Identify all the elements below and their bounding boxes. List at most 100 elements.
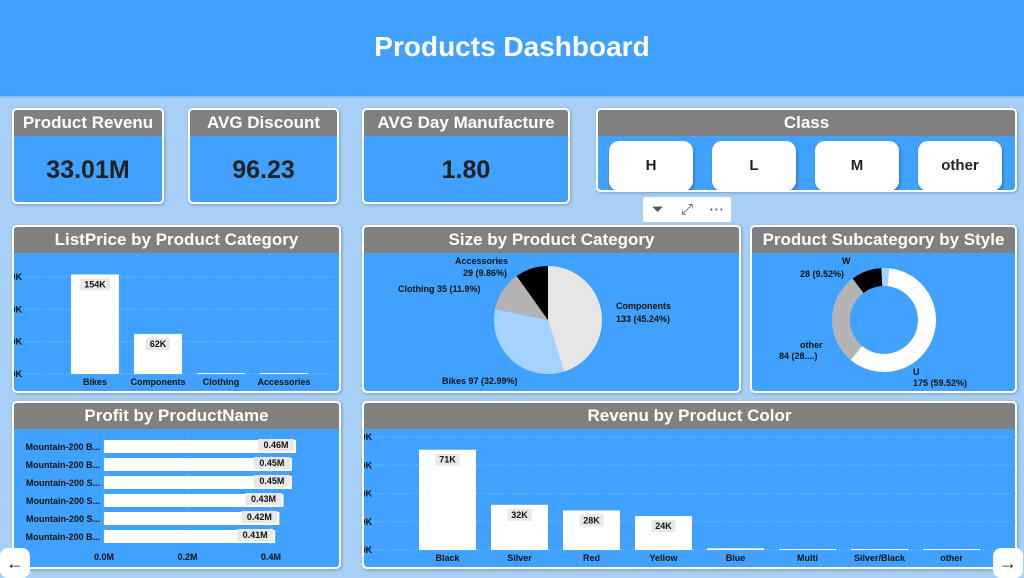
chart-title: ListPrice by Product Category (14, 227, 339, 253)
data-label-bg (241, 511, 278, 523)
slice-value-label: 84 (28....) (779, 351, 818, 361)
y-tick-label: Mountain-200 S... (26, 514, 100, 524)
kpi-label: Product Revenu (14, 110, 162, 136)
y-tick-label: Mountain-200 S... (26, 496, 100, 506)
x-tick-label: 0.4M (261, 552, 281, 562)
y-tick-label: Mountain-200 S... (26, 478, 100, 488)
more-options-icon[interactable]: ⋯ (708, 201, 724, 218)
data-label: 154K (84, 279, 106, 289)
y-tick-label: 50K (14, 337, 22, 347)
data-label-bg (245, 493, 282, 505)
data-label: 0.41M (243, 530, 268, 540)
slice-label: U (913, 367, 920, 377)
slice-label: Bikes 97 (32.99%) (442, 376, 518, 386)
data-label: 0.43M (251, 494, 276, 504)
kpi-product-revenu[interactable]: Product Revenu 33.01M (12, 108, 164, 204)
data-label: 32K (511, 510, 528, 520)
x-tick-label: Components (131, 377, 186, 387)
data-label-bg (237, 529, 274, 541)
data-label: 24K (655, 521, 672, 531)
kpi-label: AVG Day Manufacture (364, 110, 568, 136)
kpi-label: AVG Discount (190, 110, 337, 136)
class-option-l[interactable]: L (712, 141, 796, 190)
data-label-bg (258, 439, 295, 451)
data-label-bg (253, 457, 290, 469)
listprice-plot: 0K 50K 100K 150K 154K Bikes 62K Components Cloth… (14, 272, 335, 387)
kpi-avg-day-manufacture[interactable]: AVG Day Manufacture 1.80 (362, 108, 570, 204)
slicer-title: Class (598, 110, 1015, 136)
slice-unlabeled (881, 268, 890, 287)
y-tick-label: 150K (14, 272, 23, 282)
slice-label: Accessories (455, 256, 508, 266)
bar-product (104, 458, 292, 471)
data-label-bg (507, 508, 532, 521)
y-tick-label: 60K (364, 460, 372, 470)
prev-page-button[interactable]: ← (0, 548, 30, 578)
chart-title: Product Subcategory by Style (752, 227, 1015, 253)
size-pie-chart[interactable]: Size by Product Category Components 133 (… (362, 225, 741, 393)
size-pie-plot: Components 133 (45.24%) Bikes 97 (32.99%) C… (398, 256, 671, 386)
x-tick-label: Red (583, 553, 600, 563)
listprice-chart[interactable]: ListPrice by Product Category 0K 50K 100K 1… (12, 225, 341, 393)
slice-label: other (800, 340, 823, 350)
slice-value-label: 28 (9.52%) (800, 269, 844, 279)
bar-clothing (197, 373, 245, 374)
slice-other (832, 278, 864, 360)
style-donut-chart[interactable]: Product Subcategory by Style U 175 (59.52… (750, 225, 1017, 393)
slice-bikes (494, 309, 564, 374)
y-tick-label: Mountain-200 B... (25, 460, 100, 470)
revenu-plot: 0K 20K 40K 60K 80K 71K Black 32K Silver 28K Red 24K… (364, 432, 1011, 563)
class-option-other[interactable]: other (918, 141, 1002, 190)
visual-header-toolbar: ⏷ ⤢ ⋯ (643, 197, 731, 222)
bar-product (104, 476, 292, 489)
kpi-value: 1.80 (441, 156, 491, 184)
dashboard-header: Products Dashboard (0, 0, 1024, 98)
y-tick-label: 20K (364, 517, 372, 527)
filter-icon[interactable]: ⏷ (651, 201, 664, 218)
x-tick-label: Clothing (203, 377, 240, 387)
y-tick-label: Mountain-200 B... (25, 442, 100, 452)
class-option-h[interactable]: H (609, 141, 693, 190)
slice-w (852, 268, 883, 293)
slice-label: Clothing 35 (11.9%) (398, 284, 481, 294)
bar-other (923, 549, 980, 550)
bar-product (104, 494, 284, 507)
x-tick-label: Silver/Black (854, 553, 906, 563)
bar-black (419, 449, 476, 550)
data-label-bg (146, 337, 170, 350)
y-tick-label: 0K (14, 369, 22, 379)
focus-mode-icon[interactable]: ⤢ (680, 201, 693, 218)
y-tick-label: Mountain-200 B... (25, 532, 100, 542)
data-label: 62K (150, 339, 167, 349)
bar-blue (707, 548, 764, 550)
slice-components (548, 266, 603, 372)
chart-title: Size by Product Category (364, 227, 739, 253)
class-slicer: Class H L M other (596, 108, 1017, 192)
data-label: 0.45M (259, 476, 284, 486)
chart-title: Revenu by Product Color (364, 403, 1015, 429)
next-page-button[interactable]: → (993, 548, 1023, 578)
bar-bikes (71, 274, 119, 374)
bar-product (104, 440, 297, 453)
data-label: 0.46M (264, 440, 289, 450)
class-option-m[interactable]: M (815, 141, 899, 190)
slice-label: Components (616, 301, 671, 311)
kpi-value: 33.01M (46, 156, 130, 184)
slice-value-label: 133 (45.24%) (616, 314, 670, 324)
profit-chart[interactable]: Profit by ProductName 0.0M 0.2M 0.4M 0.46M M… (12, 401, 341, 569)
x-tick-label: other (940, 553, 963, 563)
data-label-bg (80, 278, 110, 291)
y-tick-label: 40K (364, 489, 372, 499)
profit-plot: 0.0M 0.2M 0.4M 0.46M Mountain-200 B... 0.45M M… (25, 435, 297, 562)
data-label-bg (435, 453, 460, 466)
slice-clothing (495, 276, 548, 320)
revenu-chart[interactable]: Revenu by Product Color 0K 20K 40K 60K 80K 71… (362, 401, 1017, 569)
data-label-bg (579, 514, 604, 527)
slice-label: W (842, 256, 851, 266)
x-tick-label: Accessories (257, 377, 310, 387)
x-tick-label: 0.0M (94, 552, 114, 562)
bar-multi (779, 549, 836, 550)
bar-silver-black (851, 549, 908, 550)
kpi-avg-discount[interactable]: AVG Discount 96.23 (188, 108, 339, 204)
